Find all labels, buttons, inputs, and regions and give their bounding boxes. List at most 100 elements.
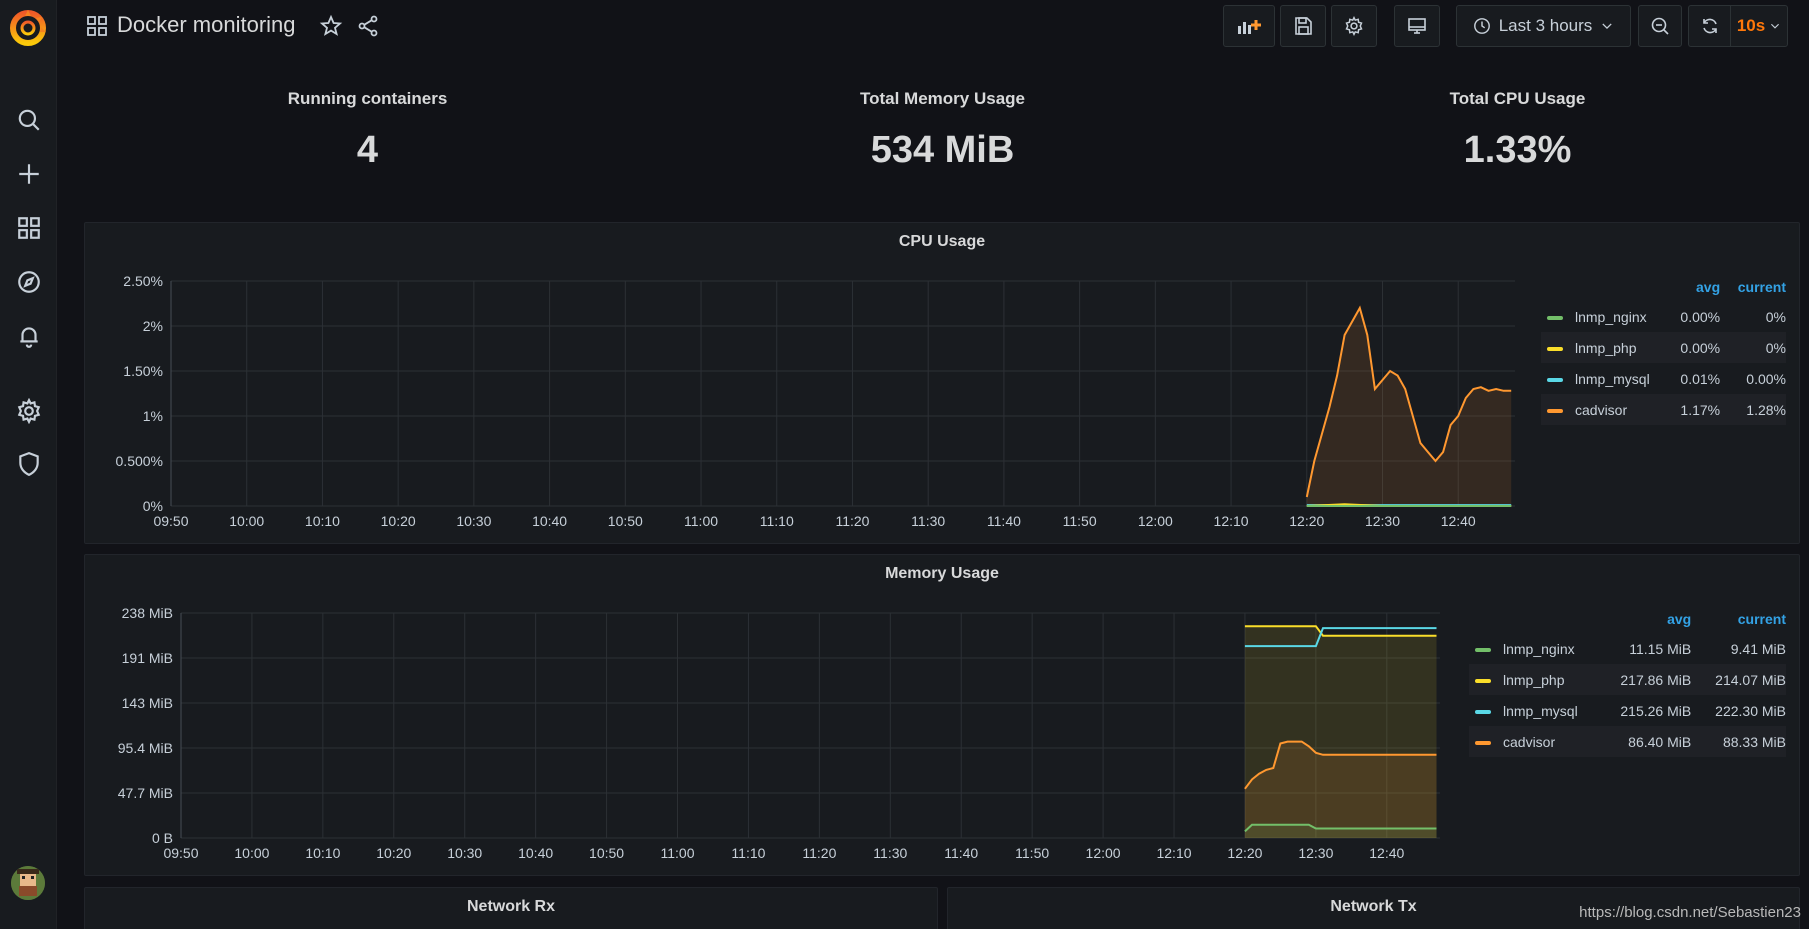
save-dashboard-button[interactable] xyxy=(1280,5,1326,47)
refresh-interval-picker[interactable]: 10s xyxy=(1730,5,1788,47)
series-name[interactable]: cadvisor xyxy=(1575,401,1628,418)
legend-current: 0.00% xyxy=(1746,370,1786,387)
stat-title: Running containers xyxy=(287,89,448,108)
x-tick-label: 10:30 xyxy=(447,845,482,861)
user-avatar[interactable] xyxy=(11,866,45,900)
y-tick-label: 2% xyxy=(143,318,163,334)
zoom-out-button[interactable] xyxy=(1638,5,1682,47)
add-panel-icon xyxy=(1238,20,1261,34)
cpu-usage-panel: CPU Usage 0% 0.500% 1% 1.50% 2% 2.50% 09:50 10:… xyxy=(84,222,1800,544)
legend-avg: 215.26 MiB xyxy=(1620,702,1692,719)
legend-row[interactable]: lnmp_php 217.86 MiB 214.07 MiB xyxy=(1469,664,1786,695)
x-tick-label: 11:00 xyxy=(684,513,718,529)
legend-avg: 0.00% xyxy=(1680,308,1721,325)
x-tick-label: 11:30 xyxy=(873,845,907,861)
server-admin-shield-icon[interactable] xyxy=(13,448,45,480)
monitor-icon xyxy=(1408,18,1426,34)
x-tick-label: 11:20 xyxy=(802,845,836,861)
x-tick-label: 11:40 xyxy=(987,513,1021,529)
x-tick-label: 10:00 xyxy=(229,513,264,529)
x-tick-label: 10:30 xyxy=(456,513,491,529)
series-color-swatch xyxy=(1475,647,1491,652)
series-name[interactable]: lnmp_mysql xyxy=(1575,370,1650,387)
legend-avg: 11.15 MiB xyxy=(1629,640,1692,657)
series-area-cadvisor xyxy=(1306,308,1512,506)
series-color-swatch xyxy=(1547,315,1563,320)
series-name[interactable]: cadvisor xyxy=(1503,733,1556,750)
panel-title[interactable]: Memory Usage xyxy=(885,565,999,582)
series-area-lnmp_nginx xyxy=(1244,824,1437,838)
stat-title: Total CPU Usage xyxy=(1449,89,1586,108)
memory-usage-graph[interactable]: 0 B 47.7 MiB 95.4 MiB 143 MiB 191 MiB 238 MiB… xyxy=(85,555,1465,877)
network-rx-panel: Network Rx xyxy=(84,887,938,929)
dashboards-icon[interactable] xyxy=(13,212,45,244)
panel-title[interactable]: Network Rx xyxy=(466,898,556,915)
legend-header-current[interactable]: current xyxy=(1737,279,1786,295)
explore-compass-icon[interactable] xyxy=(13,266,45,298)
cpu-usage-graph[interactable]: 0% 0.500% 1% 1.50% 2% 2.50% 09:50 10:00 10:10 10:… xyxy=(85,223,1535,545)
series-line-lnmp_mysql xyxy=(1244,627,1437,648)
alerting-bell-icon[interactable] xyxy=(13,320,45,352)
x-tick-label: 10:50 xyxy=(589,845,624,861)
x-tick-label: 12:30 xyxy=(1298,845,1333,861)
series-name[interactable]: lnmp_php xyxy=(1575,339,1637,356)
x-tick-label: 12:20 xyxy=(1227,845,1262,861)
x-tick-label: 11:20 xyxy=(835,513,869,529)
legend-row[interactable]: cadvisor 86.40 MiB 88.33 MiB xyxy=(1469,726,1786,757)
legend-row[interactable]: cadvisor 1.17% 1.28% xyxy=(1541,394,1786,425)
star-icon[interactable] xyxy=(319,14,343,38)
panel-title[interactable]: CPU Usage xyxy=(898,233,986,250)
series-color-swatch xyxy=(1475,740,1491,745)
legend-avg: 1.17% xyxy=(1663,394,1721,425)
x-tick-label: 10:40 xyxy=(518,845,553,861)
gear-icon xyxy=(1345,16,1363,36)
dashboard-settings-button[interactable] xyxy=(1331,5,1377,47)
legend-row[interactable]: lnmp_nginx 11.15 MiB 9.41 MiB xyxy=(1469,633,1786,664)
tv-mode-button[interactable] xyxy=(1394,5,1440,47)
legend-row[interactable]: lnmp_php 0.00% 0% xyxy=(1541,332,1786,363)
configuration-gear-icon[interactable] xyxy=(13,395,45,427)
x-tick-label: 11:30 xyxy=(911,513,945,529)
share-icon[interactable] xyxy=(356,14,380,38)
series-name[interactable]: lnmp_mysql xyxy=(1503,702,1578,719)
legend-row[interactable]: lnmp_mysql 215.26 MiB 222.30 MiB xyxy=(1469,695,1786,726)
create-plus-icon[interactable] xyxy=(13,158,45,190)
y-tick-label: 0% xyxy=(143,498,163,514)
legend-row[interactable]: lnmp_mysql 0.01% 0.00% xyxy=(1541,363,1786,394)
stat-value: 534 MiB xyxy=(870,129,1015,171)
series-line-lnmp_nginx xyxy=(1244,823,1437,833)
y-tick-label: 0.500% xyxy=(116,453,163,469)
stat-panel-total-cpu: Total CPU Usage 1.33% xyxy=(1230,68,1805,188)
legend-row[interactable]: lnmp_nginx 0.00% 0% xyxy=(1541,301,1786,332)
series-color-swatch xyxy=(1475,709,1491,714)
legend-current: 0% xyxy=(1765,308,1786,325)
refresh-button[interactable] xyxy=(1688,5,1730,47)
panel-title[interactable]: Network Tx xyxy=(1330,898,1417,915)
sidebar xyxy=(0,0,57,929)
series-name[interactable]: lnmp_nginx xyxy=(1503,640,1575,657)
y-tick-label: 191 MiB xyxy=(122,650,173,666)
series-name[interactable]: lnmp_nginx xyxy=(1575,308,1647,325)
legend-header-avg[interactable]: avg xyxy=(1667,611,1692,627)
y-tick-label: 143 MiB xyxy=(122,695,173,711)
x-tick-label: 12:00 xyxy=(1086,845,1121,861)
series-color-swatch xyxy=(1547,408,1563,413)
add-panel-button[interactable] xyxy=(1223,5,1275,47)
y-tick-label: 1% xyxy=(143,408,163,424)
y-tick-label: 95.4 MiB xyxy=(118,740,173,756)
dashboard-grid-icon xyxy=(87,16,107,36)
x-tick-label: 10:20 xyxy=(376,845,411,861)
legend-current: 222.30 MiB xyxy=(1715,702,1786,719)
dashboard-title[interactable]: Docker monitoring xyxy=(117,12,296,37)
series-area-lnmp_php xyxy=(1244,626,1437,838)
legend-header-avg[interactable]: avg xyxy=(1696,279,1721,295)
x-tick-label: 09:50 xyxy=(163,845,198,861)
legend-header-current[interactable]: current xyxy=(1737,611,1786,627)
time-range-picker[interactable]: Last 3 hours xyxy=(1456,5,1631,47)
series-name[interactable]: lnmp_php xyxy=(1503,671,1565,688)
search-icon[interactable] xyxy=(13,104,45,136)
series-color-swatch xyxy=(1547,346,1563,351)
zoom-out-icon xyxy=(1651,17,1669,35)
grafana-logo-icon[interactable] xyxy=(8,8,48,48)
x-tick-label: 10:10 xyxy=(305,513,340,529)
